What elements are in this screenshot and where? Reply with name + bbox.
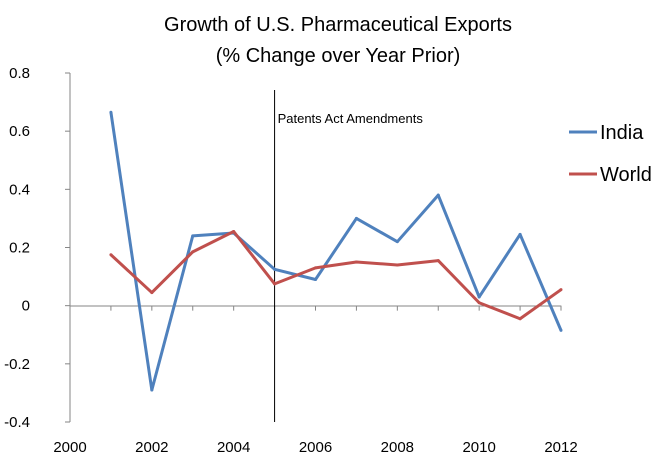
y-tick-label: 0.6 xyxy=(9,123,30,140)
data-point-india xyxy=(559,328,563,332)
series-line-world xyxy=(109,230,562,321)
legend-label-world: World xyxy=(600,164,652,186)
x-tick-label: 2004 xyxy=(217,439,250,456)
legend-label-india: India xyxy=(600,122,644,144)
x-tick-label: 2006 xyxy=(299,439,332,456)
x-axis-ticks: 2000 2002 2004 2006 2008 2010 2012 xyxy=(53,305,578,456)
data-point-india xyxy=(518,232,522,236)
data-point-world xyxy=(436,259,440,263)
data-point-india xyxy=(477,295,481,299)
data-point-world xyxy=(559,288,563,292)
data-point-world xyxy=(314,266,317,270)
x-tick-label: 2008 xyxy=(381,439,414,456)
data-point-india xyxy=(273,267,277,271)
series-layer xyxy=(109,110,563,392)
data-point-world xyxy=(109,253,113,257)
y-tick-label: -0.2 xyxy=(4,356,30,373)
y-tick-label: 0 xyxy=(22,298,30,315)
y-tick-label: 0.4 xyxy=(9,181,30,198)
data-point-india xyxy=(109,110,113,114)
data-point-world xyxy=(477,301,481,305)
y-tick-label: -0.4 xyxy=(4,414,30,431)
x-tick-label: 2010 xyxy=(462,439,495,456)
legend-entry-india: India xyxy=(569,122,644,144)
data-point-india xyxy=(354,216,358,220)
series-line-india xyxy=(109,112,563,392)
data-point-india xyxy=(436,193,440,197)
patents-act-annotation: Patents Act Amendments xyxy=(278,111,424,126)
legend: India World xyxy=(569,122,652,186)
y-axis-ticks: 0.8 0.6 0.4 0.2 0 -0.2 -0.4 xyxy=(4,65,70,431)
x-tick-label: 2002 xyxy=(135,439,168,456)
y-tick-label: 0.8 xyxy=(9,65,30,82)
data-point-india xyxy=(314,277,317,281)
chart-subtitle: (% Change over Year Prior) xyxy=(216,45,461,67)
chart-title: Growth of U.S. Pharmaceutical Exports xyxy=(164,14,512,36)
y-tick-label: 0.2 xyxy=(9,240,30,257)
x-tick-label: 2012 xyxy=(544,439,577,456)
data-point-world xyxy=(354,260,358,264)
data-point-world xyxy=(518,317,522,321)
data-point-world xyxy=(395,263,399,267)
x-tick-label: 2000 xyxy=(53,439,86,456)
data-point-world xyxy=(232,230,236,234)
legend-entry-world: World xyxy=(569,164,652,186)
data-point-world xyxy=(273,282,277,286)
data-point-world xyxy=(191,250,195,254)
data-point-india xyxy=(150,388,154,392)
data-point-india xyxy=(395,240,399,244)
data-point-world xyxy=(150,291,154,295)
data-point-india xyxy=(191,234,195,238)
